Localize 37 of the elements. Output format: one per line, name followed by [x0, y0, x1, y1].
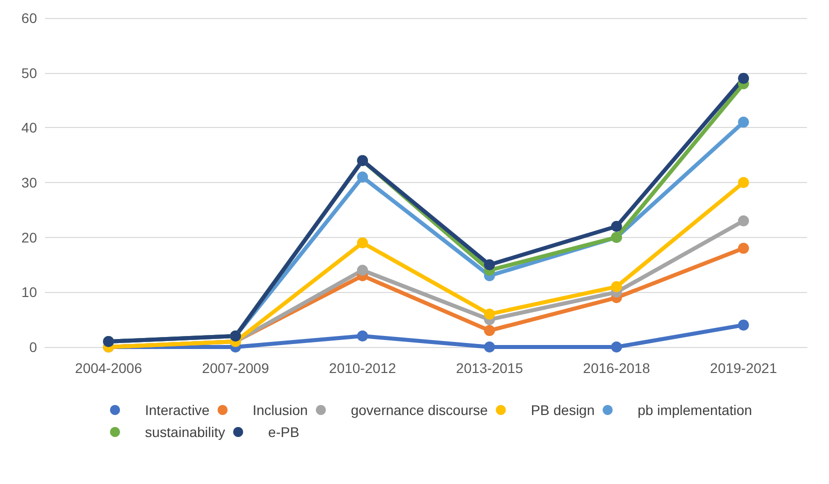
point	[357, 330, 368, 342]
point	[357, 264, 368, 276]
x-tick-label: 2019-2021	[710, 360, 778, 376]
y-tick-label: 20	[21, 229, 38, 246]
point	[611, 342, 622, 352]
legend-label: e-PB	[268, 424, 300, 440]
point	[738, 177, 749, 188]
x-tick-label: 2010-2012	[329, 360, 396, 376]
y-tick-label: 60	[21, 10, 38, 26]
legend-label: pb implementation	[638, 402, 752, 418]
point	[357, 172, 368, 183]
y-tick-label: 30	[21, 174, 38, 190]
legend-label: PB design	[530, 402, 595, 418]
y-tick-label: 50	[21, 64, 38, 81]
point	[484, 259, 495, 270]
point	[738, 72, 749, 84]
legend-label: sustainability	[145, 424, 226, 440]
y-tick-label: 40	[21, 120, 38, 136]
point	[484, 308, 495, 320]
legend-label: governance discourse	[350, 402, 488, 418]
x-tick-label: 2004-2006	[75, 360, 142, 376]
point	[611, 220, 622, 232]
legend-label: Interactive	[145, 402, 210, 418]
y-tick-label: 10	[21, 284, 38, 300]
x-tick-label: 2007-2009	[202, 360, 270, 376]
point	[357, 237, 368, 248]
point	[484, 325, 495, 336]
legend-label: Inclusion	[252, 402, 308, 418]
point	[611, 281, 622, 292]
x-tick-label: 2013-2015	[456, 360, 524, 376]
x-tick-label: 2016-2018	[583, 360, 650, 376]
point	[738, 215, 749, 226]
point	[738, 242, 749, 254]
y-tick-label: 0	[29, 339, 38, 355]
point	[738, 116, 749, 128]
point	[738, 320, 749, 331]
point	[484, 342, 495, 352]
